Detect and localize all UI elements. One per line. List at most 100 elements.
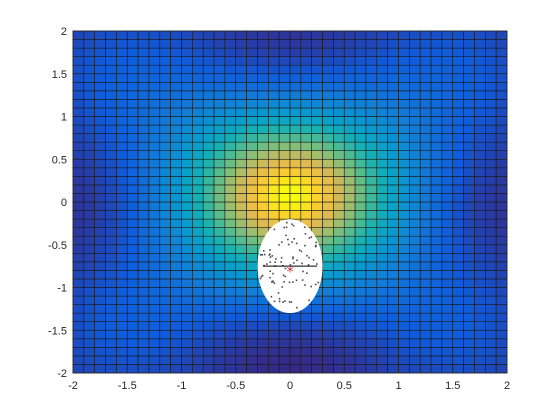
heatmap-cell	[181, 321, 193, 331]
heatmap-cell	[419, 244, 432, 254]
heatmap-cell	[257, 184, 269, 194]
heatmap-cell	[484, 329, 497, 340]
heatmap-cell	[224, 150, 237, 160]
heatmap-cell	[267, 99, 280, 109]
heatmap-cell	[192, 99, 204, 109]
heatmap-cell	[278, 30, 291, 40]
heatmap-cell	[419, 270, 432, 280]
scatter-point	[270, 295, 273, 298]
heatmap-cell	[192, 193, 204, 203]
heatmap-cell	[354, 338, 367, 348]
heatmap-cell	[474, 90, 486, 100]
heatmap-cell	[170, 218, 182, 228]
heatmap-cell	[170, 347, 182, 357]
heatmap-cell	[376, 133, 388, 143]
heatmap-cell	[170, 278, 182, 288]
heatmap-cell	[94, 355, 106, 365]
heatmap-cell	[398, 201, 410, 211]
heatmap-cell	[105, 150, 117, 160]
heatmap-cell	[387, 150, 399, 160]
heatmap-cell	[430, 278, 443, 288]
heatmap-cell	[148, 355, 161, 365]
heatmap-cell	[343, 287, 356, 297]
heatmap-cell	[474, 64, 486, 75]
heatmap-cell	[148, 253, 161, 263]
scatter-point	[289, 264, 292, 266]
heatmap-cell	[452, 184, 464, 194]
heatmap-cell	[322, 64, 334, 75]
heatmap-cell	[202, 39, 215, 49]
heatmap-cell	[387, 99, 399, 109]
heatmap-cell	[137, 304, 150, 314]
heatmap-cell	[257, 329, 269, 340]
heatmap-cell	[441, 355, 454, 365]
heatmap-cell	[289, 64, 302, 75]
scatter-point	[302, 270, 304, 273]
heatmap-cell	[105, 278, 117, 288]
scatter-point	[269, 253, 271, 256]
heatmap-cell	[365, 235, 378, 246]
heatmap-cell	[300, 124, 313, 134]
heatmap-cell	[452, 133, 464, 143]
heatmap-cell	[105, 116, 117, 126]
heatmap-cell	[452, 124, 464, 134]
heatmap-cell	[192, 176, 204, 186]
heatmap-cell	[376, 107, 388, 117]
heatmap-cell	[213, 253, 226, 263]
heatmap-cell	[463, 235, 475, 246]
heatmap-cell	[126, 150, 139, 160]
heatmap-cell	[311, 82, 323, 92]
heatmap-cell	[376, 193, 388, 203]
heatmap-cell	[333, 141, 345, 151]
heatmap-cell	[343, 158, 356, 169]
heatmap-cell	[289, 150, 302, 160]
heatmap-cell	[409, 235, 421, 246]
heatmap-cell	[213, 64, 226, 75]
scatter-point	[300, 250, 303, 253]
heatmap-cell	[419, 64, 432, 75]
heatmap-cell	[235, 64, 247, 75]
heatmap-cell	[365, 295, 378, 305]
heatmap-cell	[419, 355, 432, 365]
heatmap-cell	[495, 287, 508, 297]
heatmap-cell	[463, 39, 475, 49]
heatmap-cell	[419, 124, 432, 134]
heatmap-cell	[311, 107, 323, 117]
heatmap-cell	[322, 304, 334, 314]
heatmap-cell	[474, 287, 486, 297]
heatmap-cell	[148, 150, 161, 160]
heatmap-cell	[72, 39, 85, 49]
heatmap-cell	[181, 295, 193, 305]
star-marker: *	[287, 264, 294, 280]
heatmap-cell	[257, 124, 269, 134]
heatmap-cell	[495, 116, 508, 126]
heatmap-cell	[354, 107, 367, 117]
heatmap-cell	[278, 107, 291, 117]
heatmap-cell	[484, 167, 497, 177]
heatmap-cell	[376, 116, 388, 126]
heatmap-cell	[365, 312, 378, 322]
heatmap-cell	[116, 158, 128, 169]
heatmap-cell	[83, 167, 95, 177]
heatmap-cell	[333, 261, 345, 271]
heatmap-cell	[430, 30, 443, 40]
heatmap-cell	[170, 82, 182, 92]
heatmap-cell	[202, 201, 215, 211]
heatmap-cell	[333, 184, 345, 194]
heatmap-cell	[202, 218, 215, 228]
heatmap-cell	[495, 261, 508, 271]
heatmap-cell	[311, 39, 323, 49]
heatmap-cell	[430, 184, 443, 194]
heatmap-cell	[213, 304, 226, 314]
heatmap-cell	[159, 39, 171, 49]
heatmap-cell	[137, 90, 150, 100]
heatmap-cell	[246, 30, 258, 40]
scatter-point	[308, 299, 310, 302]
scatter-point	[280, 241, 283, 244]
heatmap-cell	[202, 347, 215, 357]
heatmap-cell	[224, 338, 237, 348]
heatmap-cell	[246, 82, 258, 92]
heatmap-cell	[148, 133, 161, 143]
heatmap-cell	[419, 176, 432, 186]
scatter-point	[269, 270, 272, 273]
